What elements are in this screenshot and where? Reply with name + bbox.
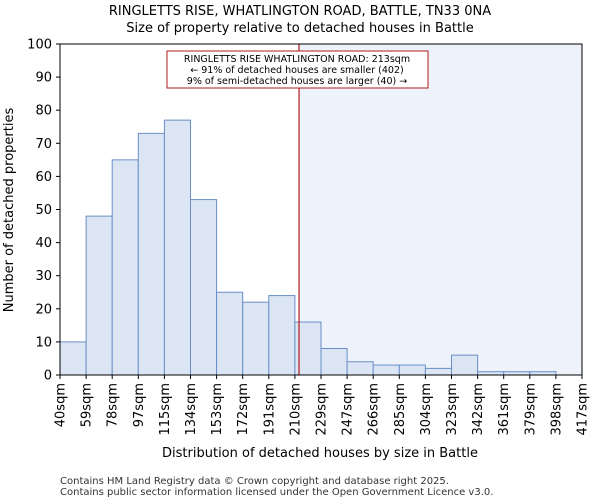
x-tick-label: 398sqm [549,383,564,436]
x-tick-label: 342sqm [471,383,486,436]
chart-subtitle: Size of property relative to detached ho… [126,21,473,36]
y-axis-label: Number of detached properties [2,108,17,313]
bar-153sqm [216,291,244,376]
annotation-line-1: RINGLETTS RISE WHATLINGTON ROAD: 213sqm [184,54,410,65]
x-tick-label: 323sqm [445,383,460,436]
y-tick-label: 100 [27,38,52,53]
y-tick-label: 50 [35,203,52,218]
x-tick-label: 191sqm [262,383,277,436]
x-tick-label: 229sqm [315,383,330,436]
y-tick-label: 80 [35,104,52,119]
bar-59sqm [85,215,113,376]
highlight-region [299,44,582,375]
x-tick-label: 304sqm [419,383,434,436]
y-tick-label: 70 [35,137,52,152]
x-tick-label: 417sqm [576,383,591,436]
bar-285sqm [398,364,426,376]
bar-115sqm [163,119,191,376]
annotation-line-2: ← 91% of detached houses are smaller (40… [190,65,403,76]
bar-266sqm [372,364,400,376]
x-tick-label: 379sqm [523,383,538,436]
x-tick-label: 210sqm [288,383,303,436]
bar-229sqm [320,348,348,376]
bar-304sqm [424,367,452,376]
y-tick-label: 60 [35,170,52,185]
annotation-line-3: 9% of semi-detached houses are larger (4… [187,76,407,87]
bar-323sqm [451,354,479,376]
bar-247sqm [346,361,374,376]
y-tick-label: 30 [35,269,52,284]
bar-40sqm [59,341,87,376]
footer-line-2: Contains public sector information licen… [60,487,493,498]
x-tick-label: 247sqm [341,383,356,436]
y-tick-label: 90 [35,71,52,86]
y-tick-label: 40 [35,236,52,251]
x-tick-label: 97sqm [132,383,147,427]
x-tick-label: 134sqm [184,383,199,436]
x-tick-label: 266sqm [367,383,382,436]
x-tick-label: 172sqm [236,383,251,436]
x-tick-label: 78sqm [106,383,121,427]
x-axis-label: Distribution of detached houses by size … [162,446,478,461]
x-tick-label: 59sqm [80,383,95,427]
x-tick-label: 153sqm [210,383,225,436]
y-tick-label: 20 [35,302,52,317]
annotation-box: RINGLETTS RISE WHATLINGTON ROAD: 213sqm … [166,50,429,89]
y-tick-label: 10 [35,335,52,350]
x-tick-label: 285sqm [393,383,408,436]
bar-97sqm [137,132,165,376]
bar-191sqm [268,295,296,376]
x-tick-label: 40sqm [54,383,69,427]
bar-134sqm [190,199,218,376]
annotation-frame [166,50,429,89]
x-tick-label: 115sqm [158,383,173,436]
x-tick-label: 361sqm [497,383,512,436]
bar-172sqm [242,301,270,376]
chart-title: RINGLETTS RISE, WHATLINGTON ROAD, BATTLE… [109,4,491,19]
bar-78sqm [111,159,139,376]
y-tick-label: 0 [44,369,52,384]
footer-line-1: Contains HM Land Registry data © Crown c… [60,476,449,487]
